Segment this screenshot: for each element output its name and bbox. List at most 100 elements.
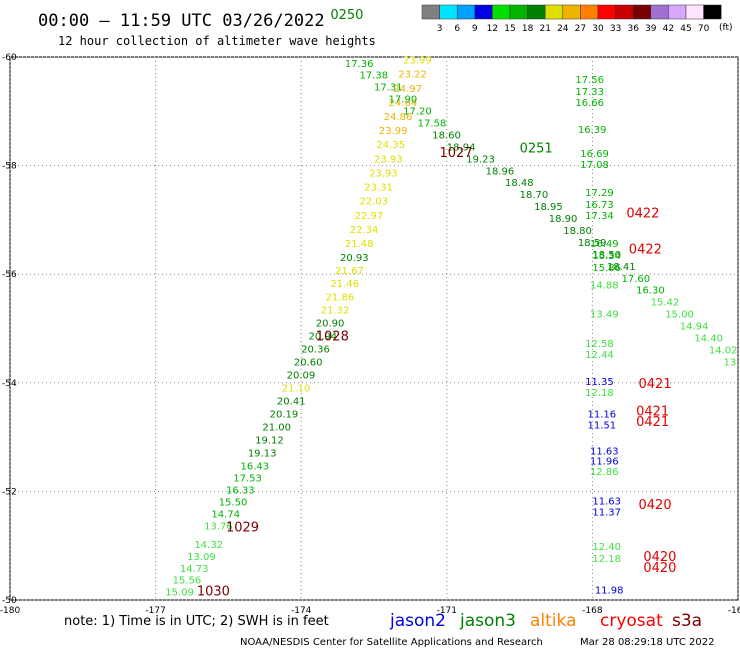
- color-swatch: [632, 4, 652, 20]
- wave-height-label: 22.34: [350, 225, 379, 236]
- pass-time-marker: 1030: [197, 585, 230, 600]
- wave-height-label: 15.50: [219, 498, 248, 509]
- color-swatch: [580, 4, 599, 20]
- color-swatch: [685, 4, 704, 20]
- color-scale-label: 6: [454, 24, 460, 34]
- pass-time-marker: 1029: [226, 521, 259, 536]
- wave-height-label: 11.98: [595, 585, 624, 596]
- y-tick-label: -60: [2, 53, 17, 63]
- pass-time-marker: 0421: [636, 404, 669, 419]
- wave-height-label: 15.00: [665, 310, 694, 321]
- x-tick-label: -171: [437, 606, 457, 616]
- plot-border: [9, 56, 739, 601]
- wave-height-label: 18.80: [563, 226, 592, 237]
- wave-height-label: 13.49: [590, 310, 619, 321]
- wave-height-label: 15.86: [592, 263, 621, 274]
- wave-height-label: 11.63: [590, 446, 619, 457]
- color-scale-label: 3: [437, 24, 443, 34]
- color-scale-label: 30: [592, 24, 604, 34]
- wave-height-label: 17.31: [374, 83, 403, 94]
- color-scale-label: 27: [575, 24, 586, 34]
- x-tick-label: -165: [728, 606, 740, 616]
- wave-height-label: 16.43: [241, 462, 270, 473]
- pass-time-marker: 0420: [643, 561, 676, 576]
- wave-height-label: 24.64: [389, 98, 418, 109]
- axis-ticks: -180 -177 -174 -171 -168 -165 -50 -52 -54 -56 -58 -…: [0, 53, 740, 616]
- footer-timestamp: Mar 28 08:29:18 UTC 2022: [580, 637, 715, 648]
- pass-time-marker: 1028: [316, 329, 349, 344]
- wave-height-label: 16.49: [590, 239, 619, 250]
- wave-height-label: 17.38: [359, 71, 388, 82]
- wave-height-label: 18.70: [520, 190, 549, 201]
- wave-height-label: 23.99: [379, 126, 408, 137]
- wave-height-label: 18.60: [432, 130, 461, 141]
- pass-time-marker: 0250: [330, 8, 363, 23]
- wave-height-label: 24.35: [376, 140, 405, 151]
- wave-height-label: 17.90: [389, 95, 418, 106]
- color-scale-label: 24: [557, 24, 569, 34]
- wave-height-label: 23.93: [374, 154, 403, 165]
- wave-height-label: 17.53: [233, 474, 262, 485]
- color-scale-label: 9: [472, 24, 478, 34]
- wave-height-label: 16.73: [585, 200, 614, 211]
- wave-height-label: 13.09: [187, 552, 216, 563]
- color-scale-label: 12: [487, 24, 498, 34]
- legend-item: altika: [530, 611, 577, 631]
- wave-height-label: 16.66: [575, 98, 604, 109]
- wave-height-label: 12.58: [585, 339, 614, 350]
- legend-item: jason2: [389, 611, 446, 631]
- wave-height-label: 22.97: [355, 211, 384, 222]
- wave-height-label: 21.86: [325, 292, 354, 303]
- wave-height-label: 11.63: [592, 496, 621, 507]
- wave-height-label: 17.20: [403, 107, 432, 118]
- color-scale-label: 33: [610, 24, 621, 34]
- wave-height-label: 23.93: [369, 168, 398, 179]
- wave-height-label: 17.33: [575, 87, 604, 98]
- wave-height-label: 17.34: [585, 211, 614, 222]
- wave-height-label: 11.35: [585, 377, 614, 388]
- wave-height-label: 17.29: [585, 188, 614, 199]
- wave-height-label: 11.96: [590, 456, 619, 467]
- wave-height-label: 21.48: [345, 239, 374, 250]
- wave-height-label: 19.23: [466, 154, 495, 165]
- wave-height-label: 15.09: [165, 588, 194, 599]
- wave-height-label: 20.41: [277, 397, 306, 408]
- color-swatch: [668, 4, 687, 20]
- color-swatch: [527, 4, 546, 20]
- plot-area: -180 -177 -174 -171 -168 -165 -50 -52 -54 -56 -58 -…: [0, 53, 740, 616]
- color-swatch: [703, 4, 722, 20]
- wave-height-label: 14.02: [709, 345, 738, 356]
- wave-height-label: 18.90: [549, 214, 578, 225]
- color-scale-label: 42: [663, 24, 674, 34]
- wave-height-label: 18.41: [607, 262, 636, 273]
- color-scale-label: 21: [539, 24, 550, 34]
- wave-height-label: 12.40: [592, 542, 621, 553]
- wave-height-label: 16.30: [636, 286, 665, 297]
- pass-time-marker: 0251: [520, 142, 553, 157]
- wave-height-label: 20.19: [270, 410, 299, 421]
- wave-height-label: 16.39: [578, 125, 607, 136]
- color-scale-label: 36: [627, 24, 639, 34]
- y-tick-label: -50: [2, 596, 17, 606]
- pass-time-marker: 0422: [626, 207, 659, 222]
- color-scale-label: 18: [522, 24, 534, 34]
- color-scale-unit: (ft): [719, 23, 733, 33]
- wave-height-label: 17.56: [575, 75, 604, 86]
- color-swatch: [492, 4, 511, 20]
- wave-height-label: 12.18: [592, 554, 621, 565]
- x-tick-label: -168: [582, 606, 603, 616]
- wave-height-label: 17.36: [345, 59, 374, 70]
- color-swatch: [474, 4, 493, 20]
- wave-height-label: 20.09: [287, 370, 316, 381]
- wave-height-label: 14.88: [590, 280, 619, 291]
- color-scale-label: 45: [680, 24, 691, 34]
- color-swatch: [544, 4, 564, 20]
- wave-height-label: 12.18: [585, 388, 614, 399]
- color-swatch: [439, 4, 458, 20]
- color-swatch: [509, 4, 528, 20]
- pass-time-marker: 0422: [629, 243, 662, 258]
- time-markers: 1030102910281027025002510420042004200421…: [197, 8, 677, 600]
- x-tick-label: -180: [0, 606, 20, 616]
- legend-item: jason3: [459, 611, 516, 631]
